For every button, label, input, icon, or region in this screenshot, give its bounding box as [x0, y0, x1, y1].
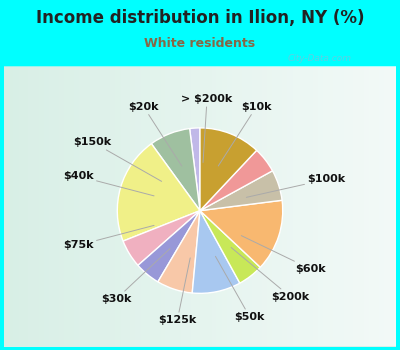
Wedge shape [151, 128, 200, 211]
Wedge shape [200, 200, 283, 267]
Wedge shape [117, 144, 200, 241]
Text: $125k: $125k [158, 258, 196, 325]
Wedge shape [192, 211, 240, 293]
Wedge shape [200, 211, 260, 283]
Text: White residents: White residents [144, 37, 256, 50]
FancyBboxPatch shape [4, 66, 396, 346]
Text: $50k: $50k [216, 256, 265, 322]
Wedge shape [123, 211, 200, 265]
Text: City-Data.com: City-Data.com [288, 54, 352, 63]
Text: $30k: $30k [101, 248, 170, 304]
Wedge shape [190, 128, 200, 211]
Wedge shape [200, 128, 257, 211]
Wedge shape [200, 150, 272, 211]
Text: Income distribution in Ilion, NY (%): Income distribution in Ilion, NY (%) [36, 9, 364, 27]
Wedge shape [200, 171, 282, 211]
Wedge shape [138, 211, 200, 282]
Text: $20k: $20k [128, 102, 182, 166]
Text: $75k: $75k [63, 225, 154, 250]
Wedge shape [158, 211, 200, 293]
Text: $150k: $150k [74, 137, 162, 181]
Text: $200k: $200k [231, 247, 309, 302]
Text: $40k: $40k [63, 171, 154, 196]
Text: $100k: $100k [246, 175, 345, 197]
Text: > $200k: > $200k [181, 94, 233, 162]
Text: $60k: $60k [241, 236, 326, 274]
Text: $10k: $10k [218, 102, 272, 166]
